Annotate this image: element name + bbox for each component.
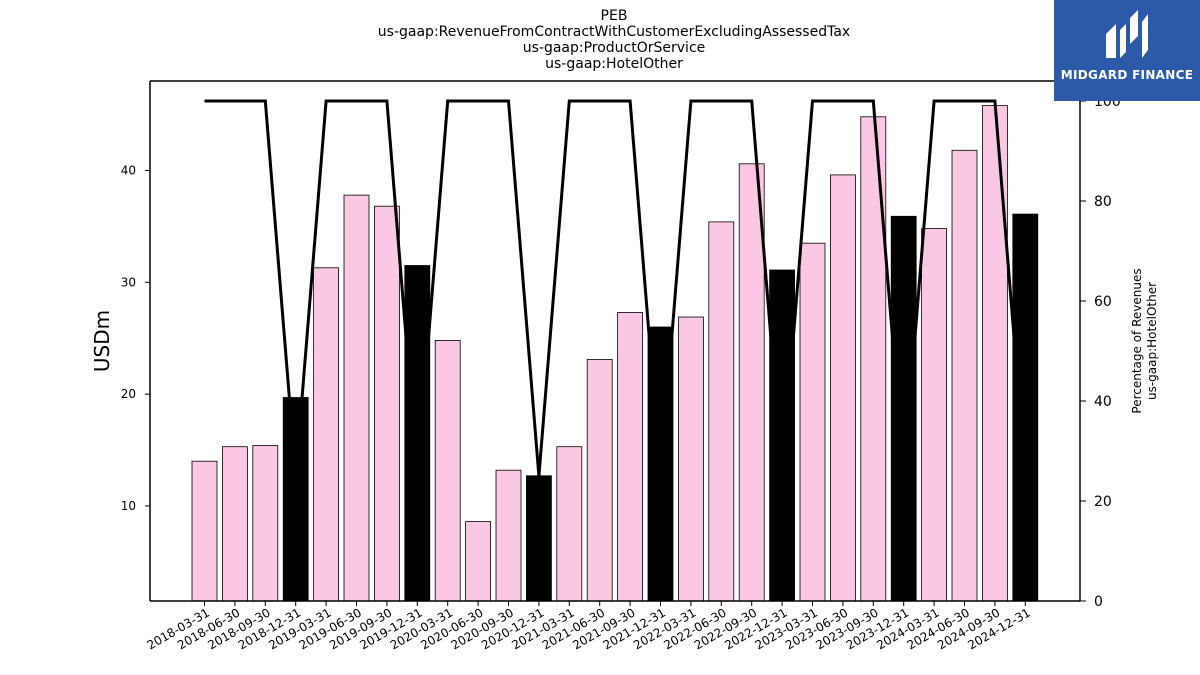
y-right-tick-label: 60 (1094, 294, 1112, 310)
bar (282, 397, 309, 602)
y-tick-label: 20 (121, 387, 136, 401)
bar (830, 174, 856, 602)
bar (434, 339, 461, 602)
y-axis-left: 10 20 30 40 (121, 163, 150, 513)
y-tick-label: 10 (121, 499, 136, 513)
y-axis-label-left: USDm (90, 310, 114, 372)
bar (373, 205, 400, 602)
logo-text: MIDGARD FINANCE (1060, 68, 1194, 82)
bar (465, 521, 492, 602)
bar (982, 105, 1008, 602)
x-axis: 2018-03-312018-06-302018-09-302018-12-31… (145, 601, 1033, 652)
bar (1012, 213, 1039, 602)
bar (738, 163, 765, 602)
bar (890, 215, 917, 602)
y-axis-label-right: Percentage of Revenues us-gaap:HotelOther (1130, 268, 1159, 413)
logo-mark-icon (1106, 10, 1148, 58)
bar (343, 194, 370, 602)
bar (951, 149, 978, 602)
bar (921, 228, 947, 602)
bar (678, 316, 704, 602)
bar (586, 359, 613, 602)
bar (556, 446, 583, 602)
bar (252, 445, 279, 602)
bar (769, 269, 795, 602)
axes (149, 80, 1081, 602)
y-axis-label-right-line: us-gaap:HotelOther (1145, 282, 1159, 400)
y-right-tick-label: 20 (1094, 494, 1112, 510)
title-line: us-gaap:ProductOrService (523, 40, 706, 56)
bar (404, 265, 431, 602)
bar (708, 221, 735, 602)
bars (191, 105, 1039, 602)
bar (526, 475, 552, 602)
bar (191, 460, 218, 602)
y-tick-label: 40 (121, 163, 136, 177)
bar (495, 469, 522, 602)
y-right-tick-label: 40 (1094, 394, 1112, 410)
bar (221, 446, 248, 602)
bar (313, 267, 340, 602)
title-line: PEB (601, 8, 628, 24)
midgard-finance-logo: MIDGARD FINANCE (1054, 0, 1200, 101)
bar (799, 242, 826, 602)
percentage-line-layer (204, 99, 1027, 477)
bar (860, 116, 887, 602)
y-right-tick-label: 0 (1094, 594, 1103, 610)
y-axis-label-right-line: Percentage of Revenues (1130, 268, 1144, 413)
y-right-tick-label: 80 (1094, 194, 1112, 210)
bar (617, 312, 643, 602)
title-line: us-gaap:RevenueFromContractWithCustomerE… (378, 24, 850, 40)
percentage-line (204, 99, 1027, 477)
y-tick-label: 30 (121, 275, 136, 289)
title-line: us-gaap:HotelOther (545, 56, 683, 72)
chart-title: PEBus-gaap:RevenueFromContractWithCustom… (378, 8, 850, 72)
